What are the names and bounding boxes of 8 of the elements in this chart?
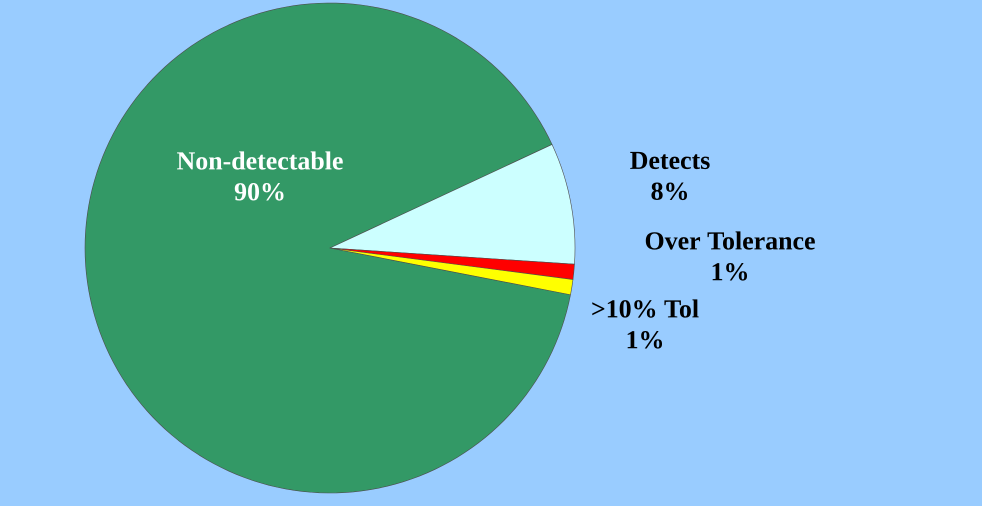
data-label: 90%: [234, 183, 284, 201]
slice-label: Detects: [630, 152, 710, 170]
slice-label: Over Tolerance: [646, 231, 815, 250]
slice-label: >10% Tol: [592, 299, 699, 318]
data-label: 1%: [712, 263, 748, 281]
data-label: 1%: [628, 331, 662, 349]
data-label: 8%: [651, 182, 688, 200]
slice-label: Non-detectable: [177, 151, 343, 170]
